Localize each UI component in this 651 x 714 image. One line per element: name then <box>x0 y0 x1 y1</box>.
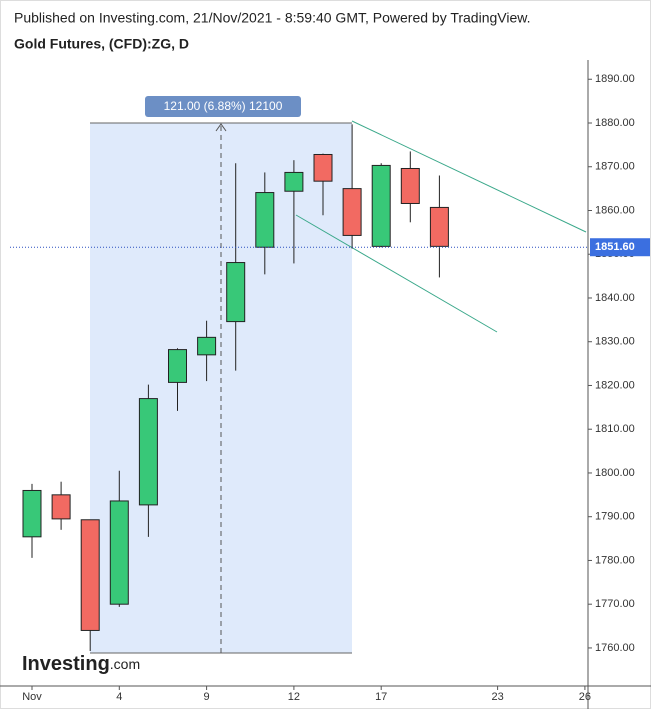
candle-body <box>400 167 420 204</box>
candle-body <box>51 494 71 520</box>
x-tick-label: 26 <box>579 691 591 703</box>
y-tick-label: 1890.00 <box>595 73 635 85</box>
candle-body <box>284 171 304 192</box>
y-tick-label: 1870.00 <box>595 161 635 173</box>
logo: Investing.com <box>22 653 140 675</box>
logo-main: Investing <box>22 653 110 675</box>
x-tick-label: 23 <box>491 691 503 703</box>
x-tick-label: Nov <box>22 691 42 703</box>
candle-body <box>197 336 217 356</box>
candle-body <box>80 519 100 631</box>
y-tick-label: 1880.00 <box>595 117 635 129</box>
candle-body <box>342 188 362 236</box>
candle-body <box>168 349 187 383</box>
measure-label-box <box>145 96 301 117</box>
y-tick-label: 1770.00 <box>595 598 635 610</box>
x-tick-label: 4 <box>116 691 122 703</box>
candle-body <box>109 500 129 605</box>
trend-line <box>351 120 587 233</box>
chart-title: Gold Futures, (CFD):ZG, D <box>14 36 189 52</box>
measure-label: 121.00 (6.88%) 12100 <box>164 99 283 113</box>
measure-arrowhead <box>215 123 227 132</box>
x-tick-label: 9 <box>204 691 210 703</box>
y-tick-label: 1780.00 <box>595 554 635 566</box>
trend-line <box>295 214 498 333</box>
candle-body <box>371 164 391 247</box>
candle-body <box>22 489 42 538</box>
logo-suffix: .com <box>110 656 140 672</box>
published-note: Published on Investing.com, 21/Nov/2021 … <box>14 10 530 26</box>
y-tick-label: 1820.00 <box>595 379 635 391</box>
y-tick-label: 1830.00 <box>595 336 635 348</box>
candle-body <box>255 192 275 248</box>
candle-body <box>429 206 449 247</box>
candle-body <box>138 398 158 506</box>
candle-body <box>313 153 333 182</box>
y-tick-label: 1800.00 <box>595 467 635 479</box>
y-tick-label: 1840.00 <box>595 292 635 304</box>
x-tick-label: 12 <box>288 691 300 703</box>
last-price-box <box>590 238 650 257</box>
y-tick-label: 1860.00 <box>595 204 635 216</box>
candle-body <box>226 262 246 323</box>
y-tick-label: 1760.00 <box>595 642 635 654</box>
y-tick-label: 1790.00 <box>595 511 635 523</box>
last-price-label: 1851.60 <box>595 241 635 253</box>
x-tick-label: 17 <box>375 691 387 703</box>
y-tick-label: 1810.00 <box>595 423 635 435</box>
